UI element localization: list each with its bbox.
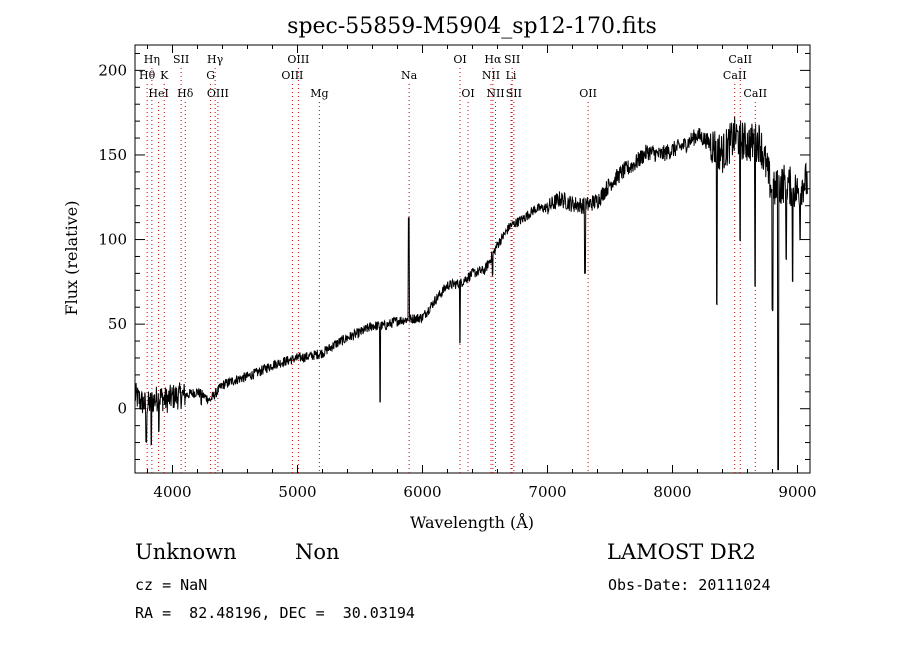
coordinates: RA = 82.48196, DEC = 30.03194 <box>135 604 415 622</box>
survey-name: LAMOST DR2 <box>607 540 756 564</box>
spectral-line-label: Hα <box>484 53 502 66</box>
x-tick-label: 7000 <box>528 483 566 501</box>
spectral-line-label: CaII <box>743 87 767 100</box>
x-tick-label: 8000 <box>653 483 691 501</box>
y-tick-label: 200 <box>98 61 127 79</box>
x-tick-label: 9000 <box>778 483 816 501</box>
spectral-line-label: OIII <box>207 87 229 100</box>
observation-date: Obs-Date: 20111024 <box>608 576 771 594</box>
spectral-line-label: OII <box>579 87 597 100</box>
spectral-line-label: OI <box>461 87 474 100</box>
spectral-line-label: Li <box>506 69 517 82</box>
plot-border <box>134 44 811 474</box>
chart-title: spec-55859-M5904_sp12-170.fits <box>287 14 657 39</box>
spectral-line-label: NII <box>482 69 500 82</box>
spectral-line-label: Hδ <box>177 87 194 100</box>
y-axis-label: Flux (relative) <box>62 201 81 316</box>
y-tick-label: 0 <box>117 400 127 418</box>
x-tick-label: 5000 <box>278 483 316 501</box>
plot-frame <box>134 44 811 474</box>
spectral-line-label: OIII <box>287 53 309 66</box>
spectral-line-label: SII <box>173 53 189 66</box>
y-tick-label: 50 <box>108 315 127 333</box>
spectral-line-label: SII <box>506 87 522 100</box>
spectral-line-label: CaII <box>728 53 752 66</box>
spectral-lines: Hη Hθ K HeI SII Hδ Hγ G OIII OIII OIII Mg Na OI OI Hα NI… <box>139 53 767 473</box>
spectrum-line <box>134 116 808 471</box>
redshift-label: cz = NaN <box>135 576 208 594</box>
spectrum-series <box>134 116 808 471</box>
spectral-line-label: OI <box>453 53 466 66</box>
x-tick-label: 4000 <box>153 483 191 501</box>
spectral-line-label: CaII <box>723 69 747 82</box>
spectral-line-label: NII <box>486 87 504 100</box>
y-tick-label: 150 <box>98 146 127 164</box>
spectral-line-label: Hθ <box>139 69 156 82</box>
object-class: Unknown <box>135 540 237 564</box>
spectral-line-label: OIII <box>281 69 303 82</box>
x-axis-label: Wavelength (Å) <box>410 512 534 532</box>
spectral-line-label: G <box>206 69 215 82</box>
y-tick-label: 100 <box>98 231 127 249</box>
spectral-line-label: Mg <box>310 87 328 100</box>
object-subclass: Non <box>295 540 340 564</box>
spectral-line-label: K <box>160 69 169 82</box>
spectral-line-label: Hη <box>144 53 160 66</box>
spectral-line-label: HeI <box>148 87 168 100</box>
spectral-line-label: Na <box>401 69 418 82</box>
x-tick-label: 6000 <box>403 483 441 501</box>
spectral-line-label: SII <box>504 53 520 66</box>
axis-ticks: 4000 5000 6000 7000 8000 9000 0 50 100 150 200 <box>98 45 817 501</box>
spectral-line-label: Hγ <box>207 53 224 66</box>
